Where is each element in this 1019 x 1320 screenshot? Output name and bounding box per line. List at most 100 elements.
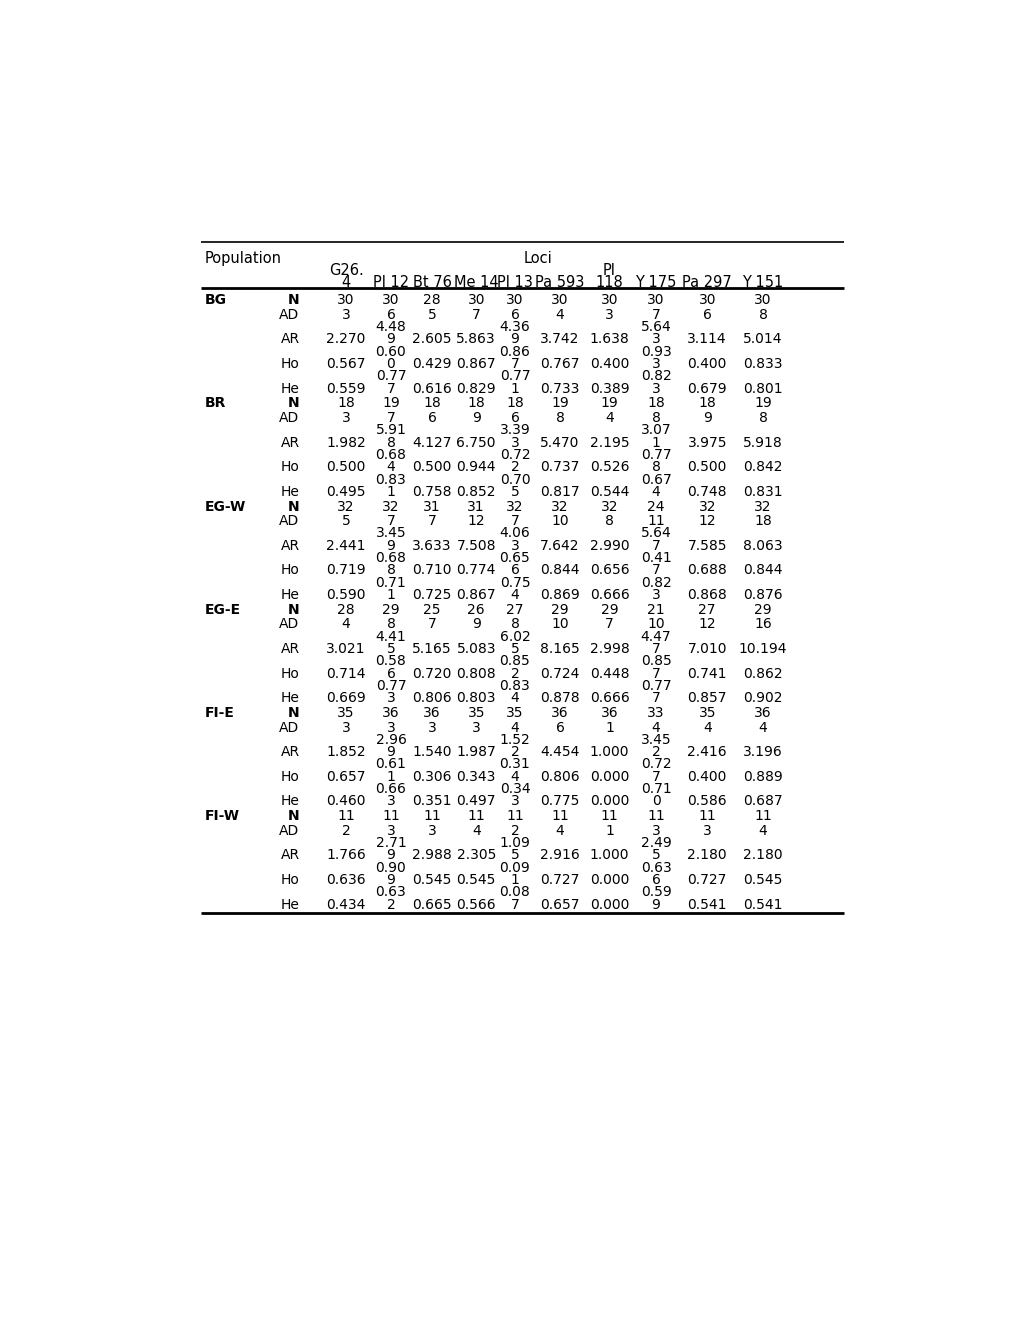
Text: N: N bbox=[287, 706, 300, 719]
Text: 0.868: 0.868 bbox=[687, 589, 727, 602]
Text: FI-E: FI-E bbox=[205, 706, 234, 719]
Text: 36: 36 bbox=[600, 706, 618, 719]
Text: 27: 27 bbox=[505, 603, 523, 616]
Text: 8.165: 8.165 bbox=[539, 642, 579, 656]
Text: 18: 18 bbox=[337, 396, 355, 411]
Text: 2: 2 bbox=[386, 898, 395, 912]
Text: 11: 11 bbox=[753, 809, 771, 824]
Text: 6: 6 bbox=[511, 411, 519, 425]
Text: 31: 31 bbox=[423, 499, 440, 513]
Text: 0.844: 0.844 bbox=[540, 564, 579, 577]
Text: 4.47: 4.47 bbox=[640, 630, 671, 644]
Text: N: N bbox=[287, 499, 300, 513]
Text: 0.878: 0.878 bbox=[540, 692, 579, 705]
Text: 0.09: 0.09 bbox=[499, 861, 530, 875]
Text: 3.021: 3.021 bbox=[326, 642, 366, 656]
Text: He: He bbox=[280, 484, 300, 499]
Text: AR: AR bbox=[280, 436, 300, 450]
Text: 9: 9 bbox=[511, 333, 519, 346]
Text: 0.67: 0.67 bbox=[640, 473, 671, 487]
Text: 30: 30 bbox=[382, 293, 399, 308]
Text: 0.857: 0.857 bbox=[687, 692, 727, 705]
Text: 3: 3 bbox=[341, 411, 351, 425]
Text: 0.545: 0.545 bbox=[457, 873, 495, 887]
Text: 0.725: 0.725 bbox=[412, 589, 451, 602]
Text: 2: 2 bbox=[341, 824, 351, 838]
Text: 29: 29 bbox=[600, 603, 618, 616]
Text: 0.775: 0.775 bbox=[540, 795, 579, 808]
Text: He: He bbox=[280, 692, 300, 705]
Text: 0.844: 0.844 bbox=[743, 564, 782, 577]
Text: 29: 29 bbox=[753, 603, 771, 616]
Text: 7: 7 bbox=[651, 539, 659, 553]
Text: 4: 4 bbox=[758, 721, 766, 734]
Text: 4: 4 bbox=[511, 692, 519, 705]
Text: 25: 25 bbox=[423, 603, 440, 616]
Text: 0.544: 0.544 bbox=[589, 484, 629, 499]
Text: 0: 0 bbox=[651, 795, 659, 808]
Text: 30: 30 bbox=[600, 293, 618, 308]
Text: 18: 18 bbox=[753, 515, 771, 528]
Text: 2.916: 2.916 bbox=[539, 849, 579, 862]
Text: 1.766: 1.766 bbox=[326, 849, 366, 862]
Text: 12: 12 bbox=[698, 618, 715, 631]
Text: 5: 5 bbox=[511, 849, 519, 862]
Text: 21: 21 bbox=[647, 603, 664, 616]
Text: 0.85: 0.85 bbox=[499, 655, 530, 668]
Text: FI-W: FI-W bbox=[205, 809, 239, 824]
Text: 0.687: 0.687 bbox=[743, 795, 782, 808]
Text: He: He bbox=[280, 589, 300, 602]
Text: 11: 11 bbox=[423, 809, 440, 824]
Text: 5.91: 5.91 bbox=[375, 424, 406, 437]
Text: 0.657: 0.657 bbox=[540, 898, 579, 912]
Text: 0.710: 0.710 bbox=[412, 564, 451, 577]
Text: 8: 8 bbox=[758, 411, 766, 425]
Text: 2: 2 bbox=[511, 744, 519, 759]
Text: 1: 1 bbox=[511, 873, 519, 887]
Text: 2.605: 2.605 bbox=[412, 333, 451, 346]
Text: 0.59: 0.59 bbox=[640, 886, 671, 899]
Text: AR: AR bbox=[280, 744, 300, 759]
Text: 0.500: 0.500 bbox=[412, 461, 451, 474]
Text: 6: 6 bbox=[427, 411, 436, 425]
Text: 27: 27 bbox=[698, 603, 715, 616]
Text: 7: 7 bbox=[386, 515, 395, 528]
Text: 7: 7 bbox=[651, 667, 659, 681]
Text: 29: 29 bbox=[382, 603, 399, 616]
Text: 0.541: 0.541 bbox=[687, 898, 727, 912]
Text: 4: 4 bbox=[555, 824, 564, 838]
Text: 3: 3 bbox=[386, 692, 395, 705]
Text: 4: 4 bbox=[341, 276, 351, 290]
Text: EG-W: EG-W bbox=[205, 499, 246, 513]
Text: 0.000: 0.000 bbox=[589, 873, 629, 887]
Text: 3.975: 3.975 bbox=[687, 436, 727, 450]
Text: 4: 4 bbox=[651, 721, 659, 734]
Text: 31: 31 bbox=[467, 499, 485, 513]
Text: Pa 297: Pa 297 bbox=[682, 276, 732, 290]
Text: 7: 7 bbox=[427, 515, 436, 528]
Text: 1.540: 1.540 bbox=[412, 744, 451, 759]
Text: 0.72: 0.72 bbox=[640, 758, 671, 771]
Text: 32: 32 bbox=[382, 499, 399, 513]
Text: 1: 1 bbox=[386, 770, 395, 784]
Text: BG: BG bbox=[205, 293, 227, 308]
Text: 0.93: 0.93 bbox=[640, 345, 671, 359]
Text: 35: 35 bbox=[467, 706, 484, 719]
Text: 19: 19 bbox=[753, 396, 771, 411]
Text: 2: 2 bbox=[511, 461, 519, 474]
Text: 8: 8 bbox=[555, 411, 564, 425]
Text: 0.343: 0.343 bbox=[457, 770, 495, 784]
Text: G26.: G26. bbox=[328, 263, 363, 279]
Text: 0.733: 0.733 bbox=[540, 381, 579, 396]
Text: 0.545: 0.545 bbox=[743, 873, 782, 887]
Text: 0.867: 0.867 bbox=[455, 589, 495, 602]
Text: 3.07: 3.07 bbox=[640, 424, 671, 437]
Text: 2.195: 2.195 bbox=[589, 436, 629, 450]
Text: Y 151: Y 151 bbox=[742, 276, 783, 290]
Text: 5.918: 5.918 bbox=[743, 436, 783, 450]
Text: 3.196: 3.196 bbox=[743, 744, 783, 759]
Text: 7.010: 7.010 bbox=[687, 642, 727, 656]
Text: 35: 35 bbox=[698, 706, 715, 719]
Text: Pa 593: Pa 593 bbox=[535, 276, 584, 290]
Text: 10: 10 bbox=[550, 618, 569, 631]
